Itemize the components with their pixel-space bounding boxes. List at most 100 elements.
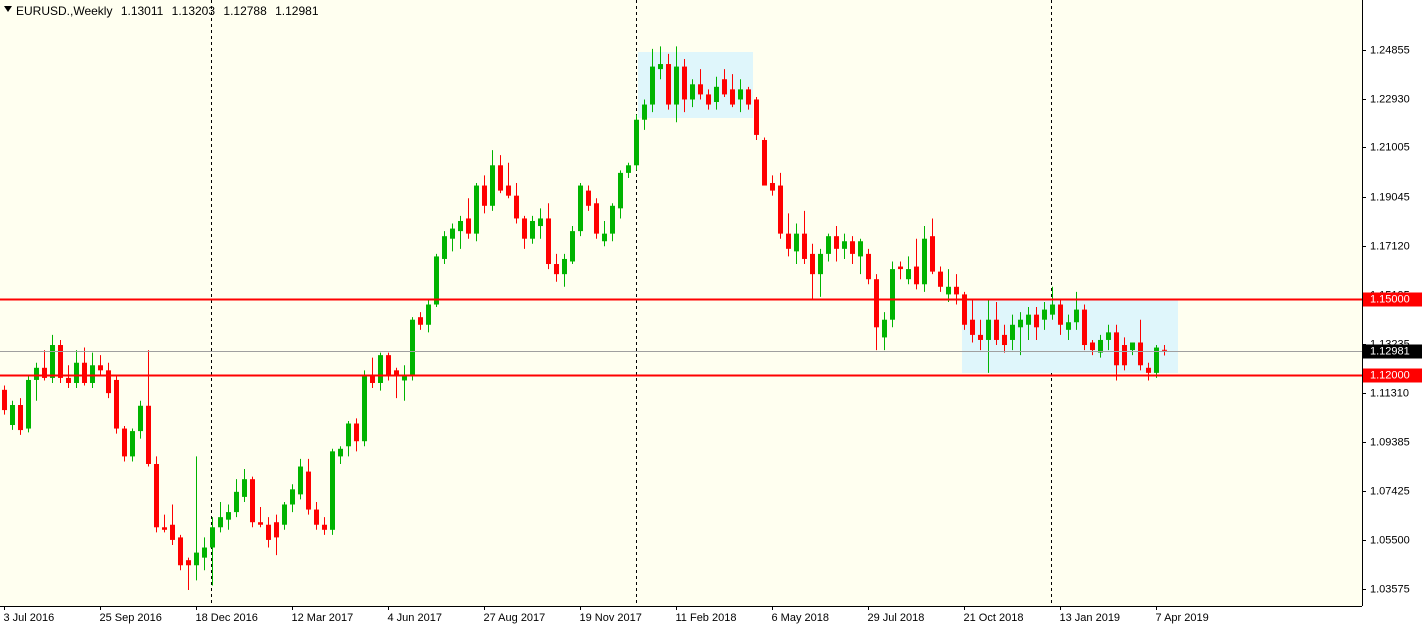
candle-body	[490, 165, 495, 206]
candle-body	[626, 165, 631, 173]
candle-body	[898, 266, 903, 270]
candle-body	[266, 524, 271, 540]
candle-body	[698, 84, 703, 95]
x-tick-label: 25 Sep 2016	[100, 612, 162, 624]
candle-body	[738, 89, 743, 100]
candle-body	[746, 89, 751, 105]
candle-body	[602, 233, 607, 242]
candle-body	[154, 463, 159, 528]
candle-body	[82, 362, 87, 383]
candle-body	[850, 241, 855, 254]
candle-body	[218, 517, 223, 528]
candle-body	[618, 172, 623, 209]
y-tick-label: 1.07425	[1370, 485, 1410, 497]
candle-body	[682, 66, 687, 100]
candle-body	[434, 256, 439, 305]
close-value: 1.12981	[275, 4, 319, 18]
x-tick-label: 29 Jul 2018	[868, 612, 925, 624]
range-box	[638, 52, 753, 118]
y-tick-label: 1.22930	[1370, 93, 1410, 105]
candle-body	[858, 241, 863, 257]
candle-body	[938, 271, 943, 287]
candle-body	[322, 524, 327, 530]
candle-body	[770, 183, 775, 191]
candle-body	[506, 185, 511, 196]
candle-body	[1098, 339, 1103, 353]
level-label: 1.12000	[1370, 369, 1410, 381]
candle-body	[58, 345, 63, 378]
x-tick-label: 19 Nov 2017	[580, 612, 642, 624]
level-box	[1363, 292, 1422, 307]
current-price-label: 1.12981	[1370, 345, 1410, 357]
candle-body	[2, 389, 7, 411]
candle-body	[674, 66, 679, 105]
menu-triangle[interactable]	[4, 6, 12, 12]
candle-body	[106, 370, 111, 394]
candle-body	[98, 365, 103, 371]
current-price-box	[1363, 344, 1422, 359]
candle-body	[242, 479, 247, 497]
chart-header: EURUSD.,Weekly 1.13011 1.13203 1.12788 1…	[16, 4, 324, 18]
x-tick-label: 7 Apr 2019	[1156, 612, 1209, 624]
candle-body	[498, 165, 503, 191]
candle-body	[786, 233, 791, 249]
y-tick-label: 1.09385	[1370, 436, 1410, 448]
candle-body	[474, 185, 479, 234]
candle-body	[994, 319, 999, 340]
candle-body	[906, 269, 911, 280]
candle-body	[146, 405, 151, 464]
candle-body	[402, 375, 407, 381]
candle-body	[170, 524, 175, 540]
candle-body	[978, 334, 983, 340]
x-tick-label: 4 Jun 2017	[388, 612, 442, 624]
candle-body	[986, 319, 991, 340]
candle-body	[250, 479, 255, 523]
candle-body	[546, 218, 551, 265]
candle-body	[1082, 309, 1087, 346]
candle-body	[930, 236, 935, 272]
candle-body	[706, 94, 711, 105]
candle-body	[290, 489, 295, 505]
candle-body	[378, 355, 383, 383]
x-tick-label: 13 Jan 2019	[1060, 612, 1121, 624]
candle-body	[1066, 322, 1071, 330]
candle-body	[202, 547, 207, 558]
candle-body	[1074, 309, 1079, 323]
candle-body	[890, 269, 895, 320]
candle-body	[818, 253, 823, 275]
candle-body	[1154, 347, 1159, 373]
candle-body	[522, 218, 527, 239]
candle-body	[1018, 319, 1023, 328]
candle-body	[658, 64, 663, 70]
candle-body	[50, 345, 55, 378]
candle-body	[1106, 332, 1111, 340]
candle-body	[970, 319, 975, 335]
candle-body	[458, 220, 463, 232]
candle-body	[122, 428, 127, 457]
candle-body	[42, 367, 47, 378]
x-tick-label: 18 Dec 2016	[196, 612, 258, 624]
candle-body	[450, 228, 455, 239]
candle-body	[330, 451, 335, 530]
candle-body	[954, 286, 959, 295]
high-value: 1.13203	[171, 4, 216, 18]
candle-body	[410, 319, 415, 376]
candle-body	[874, 279, 879, 328]
candle-body	[346, 423, 351, 447]
y-tick-label: 1.11310	[1370, 387, 1409, 399]
candle-body	[762, 139, 767, 186]
candle-body	[114, 379, 119, 429]
candle-body	[186, 560, 191, 566]
candle-body	[554, 264, 559, 275]
y-tick-label: 1.24855	[1370, 44, 1410, 56]
candle-body	[370, 375, 375, 383]
y-tick-label: 1.19045	[1370, 191, 1410, 203]
candle-body	[714, 86, 719, 103]
x-tick-label: 3 Jul 2016	[4, 612, 55, 624]
candle-body	[314, 509, 319, 525]
candle-body	[642, 104, 647, 120]
candle-body	[666, 64, 671, 105]
candle-body	[386, 355, 391, 376]
candle-body	[138, 405, 143, 432]
